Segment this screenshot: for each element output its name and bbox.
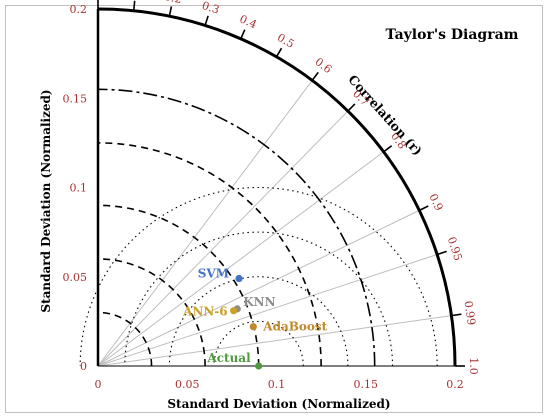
- y-axis-label: Standard Deviation (Normalized): [39, 89, 53, 312]
- x-tick-label: 0.05: [175, 378, 200, 391]
- correlation-tick-mark: [132, 0, 136, 11]
- correlation-tick-label: 0.4: [238, 12, 259, 31]
- x-tick-label: 0.1: [268, 378, 286, 391]
- rms-arc-0: [213, 320, 304, 367]
- correlation-arc-label: Correlation (r): [345, 72, 425, 159]
- correlation-tick-label: 0.2: [163, 0, 183, 6]
- point-label-knn: KNN: [243, 295, 275, 309]
- correlation-line-7: [97, 110, 349, 367]
- x-tick-labels: 0 0.05 0.1 0.15 0.2: [95, 378, 464, 391]
- sd-arc-0: [97, 311, 153, 367]
- y-tick-label: 0.1: [70, 182, 88, 195]
- point-label-actual: Actual: [206, 351, 251, 365]
- correlation-tick-label: 0.5: [275, 31, 297, 51]
- correlation-tick-mark: [204, 15, 209, 26]
- y-tick-labels: 0 0.05 0.1 0.15 0.2: [63, 3, 88, 373]
- sd-arc-4: [97, 88, 376, 367]
- point-label-adaboost: AdaBoost: [262, 320, 327, 334]
- x-axis-label: Standard Deviation (Normalized): [167, 397, 390, 411]
- y-tick-label: 0.05: [63, 271, 88, 284]
- correlation-line-9: [97, 209, 420, 367]
- correlation-tick-mark: [451, 313, 462, 317]
- y-tick-label: 0.15: [63, 92, 88, 105]
- point-ann-6: [230, 307, 238, 315]
- rms-arc-3: [79, 187, 438, 367]
- correlation-tick-mark: [311, 71, 319, 81]
- sd-arc-1: [97, 258, 206, 367]
- sd-arc-2: [97, 204, 260, 367]
- correlation-tick-mark: [240, 29, 246, 40]
- point-actual: [255, 362, 263, 370]
- x-tick-label: 0.2: [446, 378, 464, 391]
- point-svm: [235, 274, 243, 283]
- point-adaboost: [249, 323, 257, 331]
- correlation-line-6: [97, 80, 313, 367]
- model-points: SVM KNN ANN-6 AdaBoost Actual: [182, 267, 328, 370]
- correlation-line-11: [97, 315, 452, 367]
- correlation-tick-mark: [347, 103, 356, 112]
- correlation-line-10: [97, 254, 438, 367]
- correlation-tick-mark: [436, 250, 447, 256]
- correlation-tick-label: 0.9: [426, 192, 445, 213]
- x-tick-label: 0: [95, 378, 102, 391]
- correlation-ticks: 0.00.10.20.30.40.50.60.70.80.90.950.991.…: [97, 0, 480, 375]
- x-tick-label: 0.15: [354, 378, 379, 391]
- rms-arcs: [79, 187, 438, 367]
- chart-title: Taylor's Diagram: [386, 27, 519, 43]
- sd-arc-3: [97, 142, 322, 367]
- rms-arc-2: [124, 231, 394, 367]
- correlation-tick-label: 1.0: [467, 357, 480, 375]
- correlation-tick-label: 0.99: [462, 300, 478, 326]
- correlation-tick-mark: [383, 145, 393, 153]
- correlation-tick-mark: [168, 6, 173, 17]
- axes: [96, 7, 457, 367]
- correlation-radial-lines: [97, 80, 452, 367]
- point-label-svm: SVM: [198, 267, 229, 281]
- y-tick-label: 0: [80, 360, 87, 373]
- correlation-tick-mark: [418, 205, 429, 212]
- correlation-tick-label: 0.95: [445, 235, 465, 262]
- correlation-tick-label: 0.6: [312, 55, 334, 76]
- correlation-tick-label: 0.3: [200, 0, 221, 17]
- correlation-line-8: [97, 151, 384, 367]
- y-tick-label: 0.2: [70, 3, 88, 16]
- correlation-tick-mark: [275, 47, 283, 58]
- outer-correlation-arc: [97, 7, 457, 367]
- point-label-ann-6: ANN-6: [182, 305, 228, 319]
- sd-arcs: [97, 88, 376, 367]
